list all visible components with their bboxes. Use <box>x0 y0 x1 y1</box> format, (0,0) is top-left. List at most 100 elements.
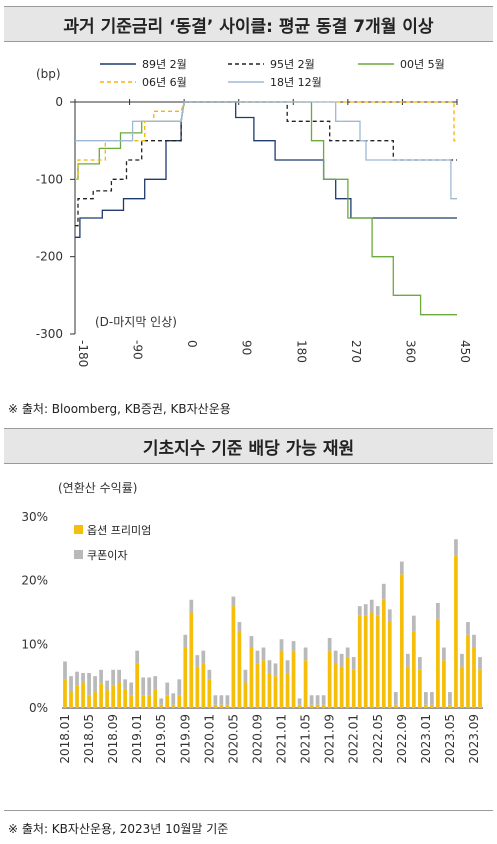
chart2-bar-coupon <box>69 676 73 693</box>
chart2-bar-premium <box>466 634 470 708</box>
chart2-bar-coupon <box>417 657 422 670</box>
chart2-bar-coupon <box>333 650 338 664</box>
chart2-bar-coupon <box>231 596 236 607</box>
chart2-bar-premium <box>303 660 308 708</box>
chart2-bar-premium <box>430 704 434 708</box>
chart2-bar-coupon <box>273 663 278 677</box>
chart2-bar-coupon <box>141 677 146 696</box>
chart1-x-tick-label: 90 <box>240 340 254 355</box>
chart2-legend-swatch <box>74 550 83 559</box>
chart2-bar-premium <box>363 615 368 708</box>
chart2-bar-coupon <box>363 604 368 616</box>
chart2-bar-coupon <box>345 647 350 658</box>
chart2-bar-coupon <box>243 669 248 683</box>
chart2-legend-label: 쿠폰이자 <box>87 549 127 562</box>
chart2-x-tick-label: 2019.09 <box>178 714 192 764</box>
chart1-x-tick-label: 450 <box>458 340 472 363</box>
chart2-bar-coupon <box>321 695 326 705</box>
chart1-annotation: (D-마지막 인상) <box>95 315 177 329</box>
chart1-series-line-2 <box>75 101 457 316</box>
chart2-y-tick-label: 20% <box>21 574 48 588</box>
chart2-bar-premium <box>321 704 326 708</box>
chart2-bar-premium <box>357 615 362 708</box>
chart2-bar-premium <box>75 685 79 708</box>
chart2-bar-premium <box>123 688 128 708</box>
chart2-bar-coupon <box>63 661 67 680</box>
chart2-bar-coupon <box>255 650 260 664</box>
chart2-bar-coupon <box>153 676 158 689</box>
chart2-x-tick-label: 2023.01 <box>419 714 433 764</box>
chart2-bar-premium <box>333 663 338 708</box>
chart2-x-tick-label: 2021.09 <box>323 714 337 764</box>
chart2-bar-coupon <box>135 650 140 664</box>
chart2-bar-coupon <box>129 682 134 696</box>
chart2-bar-coupon <box>81 672 85 683</box>
chart2-bar-premium <box>448 704 452 708</box>
chart2-bar-premium <box>424 704 428 708</box>
chart2-bar-premium <box>436 618 440 708</box>
chart1-legend-label: 95년 2월 <box>270 58 315 71</box>
chart2-x-tick-label: 2018.01 <box>58 714 72 764</box>
chart2-bar-coupon <box>357 606 362 616</box>
chart1-y-tick-label: -100 <box>36 172 63 186</box>
chart2-bar-coupon <box>466 622 470 635</box>
chart2-bar-coupon <box>249 636 254 648</box>
chart2-bar-premium <box>454 555 458 708</box>
chart2-x-tick-label: 2022.05 <box>371 714 385 764</box>
chart2-bar-premium <box>327 650 332 708</box>
chart2-x-tick-label: 2022.01 <box>347 714 361 764</box>
chart2-bar-premium <box>460 666 464 708</box>
chart2-bar-coupon <box>267 660 272 673</box>
chart2-bar-coupon <box>315 695 320 705</box>
chart2-bar-coupon <box>225 695 230 705</box>
chart2-x-tick-label: 2019.05 <box>154 714 168 764</box>
chart2-bar-coupon <box>369 599 374 613</box>
chart2-legend-swatch <box>74 525 83 534</box>
chart2-bar-premium <box>249 647 254 708</box>
chart2-bar-premium <box>99 683 103 708</box>
chart1-series <box>75 101 457 316</box>
chart1-x-tick-label: 180 <box>294 340 308 363</box>
chart2-bar-premium <box>117 682 121 708</box>
chart2-x-tick-label: 2020.05 <box>226 714 240 764</box>
chart2-bar-premium <box>261 660 266 708</box>
chart2-bar-coupon <box>147 677 152 696</box>
chart2-bar-premium <box>417 669 422 708</box>
chart2-bar-coupon <box>472 634 476 648</box>
chart2-bar-coupon <box>442 647 446 661</box>
chart2-bar-coupon <box>177 679 182 696</box>
chart2-bar-coupon <box>460 653 464 667</box>
chart2-source: ※ 출처: KB자산운용, 2023년 10월말 기준 <box>8 822 229 836</box>
chart2-bar-coupon <box>430 692 434 705</box>
chart2-bar-premium <box>381 599 386 708</box>
chart2-bar-premium <box>135 663 140 708</box>
chart2-bar-premium <box>165 695 170 708</box>
chart2-title: 기초지수 기준 배당 가능 재원 <box>4 428 493 464</box>
chart2-x-tick-label: 2023.09 <box>467 714 481 764</box>
chart2-bar-premium <box>351 669 356 708</box>
chart2-bar-premium <box>63 679 67 708</box>
chart2-bar-premium <box>309 704 314 708</box>
chart1-plot: (bp) 89년 2월 95년 2월 00년 5월 06년 6월 18년 12월 0 -1… <box>36 58 472 367</box>
chart2-bar-premium <box>339 666 344 708</box>
chart2-bar-premium <box>159 704 164 708</box>
chart2-bar-premium <box>375 615 380 708</box>
chart2-bar-coupon <box>117 669 121 683</box>
chart2-bar-premium <box>315 704 320 708</box>
chart2-y-tick-label: 0% <box>29 701 48 715</box>
chart2-bar-premium <box>105 690 109 708</box>
chart2-bar-premium <box>219 704 224 708</box>
chart2-bar-premium <box>231 606 236 708</box>
chart2-x-tick-label: 2019.01 <box>130 714 144 764</box>
chart1-x-tick-label: -180 <box>76 340 90 367</box>
chart2-axes: 0% 10% 20% 30% 2018.01 2018.05 2018.09 2019.01 2… <box>21 510 483 764</box>
chart2-bar-coupon <box>99 669 103 684</box>
chart2-bar-premium <box>195 666 200 708</box>
chart2-bar-premium <box>147 695 152 708</box>
chart2-bar-coupon <box>159 698 164 705</box>
bottom-divider <box>4 810 493 811</box>
chart2-bar-coupon <box>171 693 176 705</box>
chart1-y-tick-label: 0 <box>55 95 63 109</box>
chart2-bar-coupon <box>405 653 410 667</box>
